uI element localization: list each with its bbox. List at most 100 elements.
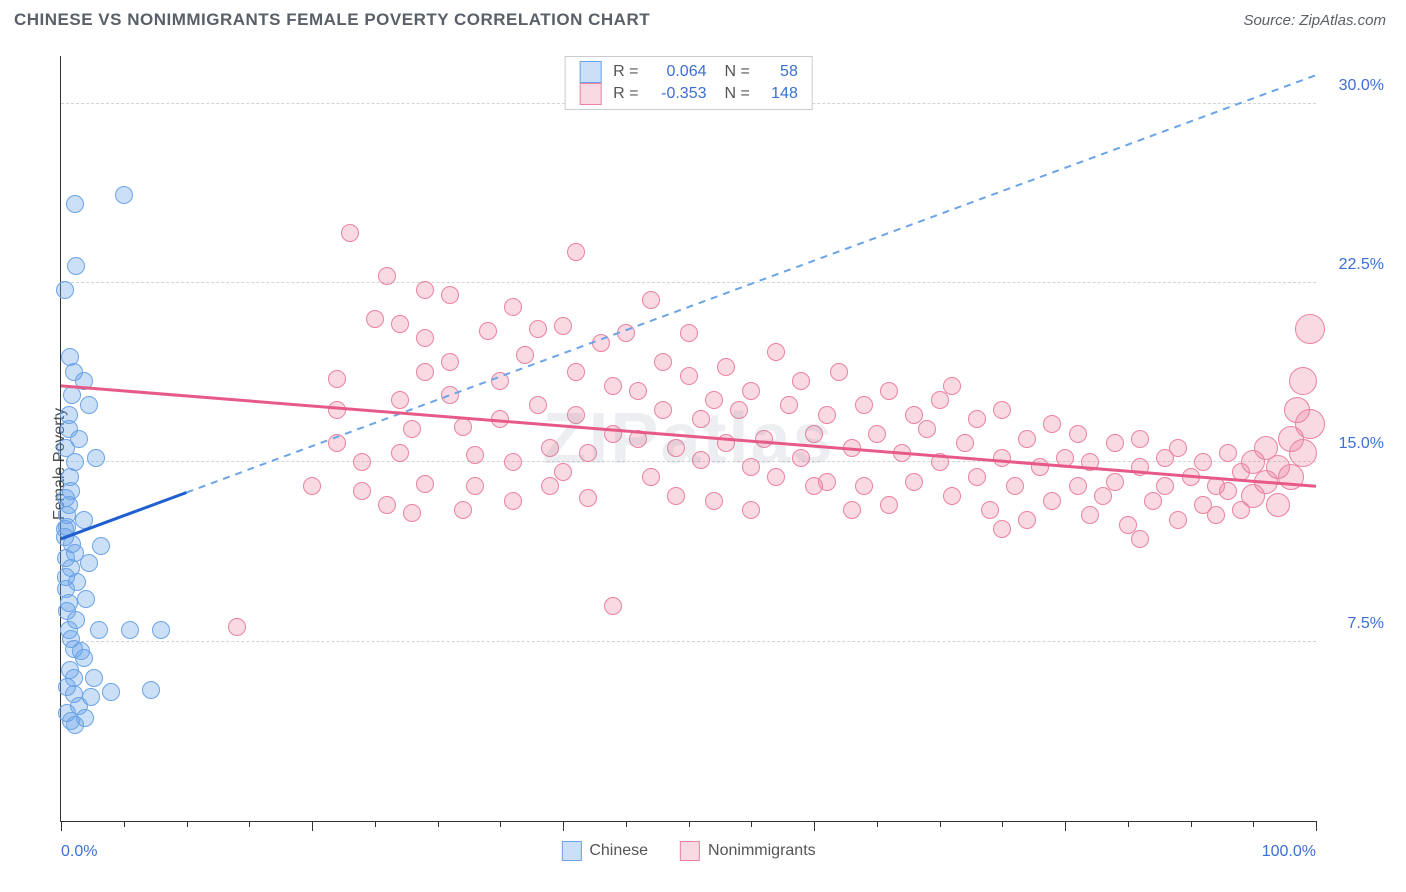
- x-tick-minor: [375, 821, 376, 827]
- data-point-nonimmigrants: [1106, 434, 1124, 452]
- data-point-nonimmigrants: [667, 439, 685, 457]
- data-point-nonimmigrants: [742, 458, 760, 476]
- data-point-nonimmigrants: [780, 396, 798, 414]
- y-tick-label: 22.5%: [1324, 256, 1384, 274]
- legend-item-nonimmigrants: Nonimmigrants: [680, 841, 816, 861]
- data-point-nonimmigrants: [629, 430, 647, 448]
- data-point-nonimmigrants: [391, 315, 409, 333]
- data-point-nonimmigrants: [1031, 458, 1049, 476]
- data-point-chinese: [56, 281, 74, 299]
- data-point-nonimmigrants: [1289, 439, 1317, 467]
- data-point-nonimmigrants: [1144, 492, 1162, 510]
- data-point-nonimmigrants: [843, 439, 861, 457]
- data-point-chinese: [57, 489, 75, 507]
- legend-label-chinese: Chinese: [589, 842, 648, 860]
- data-point-nonimmigrants: [1043, 415, 1061, 433]
- data-point-nonimmigrants: [943, 377, 961, 395]
- x-tick-minor: [249, 821, 250, 827]
- n-label: N =: [725, 63, 750, 81]
- data-point-nonimmigrants: [654, 353, 672, 371]
- data-point-nonimmigrants: [1219, 444, 1237, 462]
- data-point-chinese: [65, 669, 83, 687]
- data-point-chinese: [66, 453, 84, 471]
- data-point-nonimmigrants: [993, 520, 1011, 538]
- x-tick-minor: [626, 821, 627, 827]
- data-point-nonimmigrants: [1018, 511, 1036, 529]
- data-point-nonimmigrants: [303, 477, 321, 495]
- x-tick-minor: [940, 821, 941, 827]
- data-point-nonimmigrants: [905, 473, 923, 491]
- data-point-nonimmigrants: [855, 396, 873, 414]
- data-point-nonimmigrants: [1081, 453, 1099, 471]
- data-point-chinese: [58, 704, 76, 722]
- data-point-nonimmigrants: [931, 453, 949, 471]
- data-point-nonimmigrants: [466, 477, 484, 495]
- data-point-nonimmigrants: [993, 449, 1011, 467]
- data-point-nonimmigrants: [993, 401, 1011, 419]
- chart-title: CHINESE VS NONIMMIGRANTS FEMALE POVERTY …: [14, 10, 650, 30]
- x-tick-minor: [1191, 821, 1192, 827]
- x-tick: [312, 821, 313, 831]
- data-point-nonimmigrants: [491, 372, 509, 390]
- data-point-nonimmigrants: [604, 377, 622, 395]
- data-point-nonimmigrants: [416, 475, 434, 493]
- data-point-chinese: [85, 669, 103, 687]
- data-point-nonimmigrants: [705, 492, 723, 510]
- data-point-nonimmigrants: [1069, 477, 1087, 495]
- data-point-nonimmigrants: [742, 382, 760, 400]
- data-point-nonimmigrants: [680, 324, 698, 342]
- data-point-nonimmigrants: [1289, 367, 1317, 395]
- data-point-nonimmigrants: [680, 367, 698, 385]
- data-point-nonimmigrants: [554, 317, 572, 335]
- series-legend: Chinese Nonimmigrants: [561, 841, 815, 861]
- data-point-nonimmigrants: [918, 420, 936, 438]
- data-point-nonimmigrants: [328, 370, 346, 388]
- data-point-nonimmigrants: [1278, 464, 1304, 490]
- legend-label-nonimmigrants: Nonimmigrants: [708, 842, 816, 860]
- data-point-nonimmigrants: [1182, 468, 1200, 486]
- data-point-nonimmigrants: [956, 434, 974, 452]
- data-point-nonimmigrants: [868, 425, 886, 443]
- data-point-chinese: [142, 681, 160, 699]
- data-point-chinese: [115, 186, 133, 204]
- data-point-nonimmigrants: [554, 463, 572, 481]
- y-tick-label: 7.5%: [1324, 615, 1384, 633]
- data-point-nonimmigrants: [1169, 439, 1187, 457]
- data-point-nonimmigrants: [454, 418, 472, 436]
- legend-row-chinese: R = 0.064 N = 58: [579, 61, 798, 83]
- n-value-nonimmigrants: 148: [758, 85, 798, 103]
- data-point-chinese: [63, 386, 81, 404]
- data-point-nonimmigrants: [579, 489, 597, 507]
- data-point-nonimmigrants: [805, 477, 823, 495]
- data-point-nonimmigrants: [604, 597, 622, 615]
- data-point-nonimmigrants: [792, 372, 810, 390]
- data-point-chinese: [75, 511, 93, 529]
- data-point-chinese: [80, 554, 98, 572]
- data-point-nonimmigrants: [441, 386, 459, 404]
- data-point-nonimmigrants: [378, 496, 396, 514]
- x-tick: [563, 821, 564, 831]
- data-point-nonimmigrants: [818, 406, 836, 424]
- data-point-nonimmigrants: [1069, 425, 1087, 443]
- data-point-nonimmigrants: [454, 501, 472, 519]
- data-point-nonimmigrants: [466, 446, 484, 464]
- data-point-nonimmigrants: [805, 425, 823, 443]
- data-point-nonimmigrants: [730, 401, 748, 419]
- data-point-nonimmigrants: [642, 291, 660, 309]
- y-tick-label: 15.0%: [1324, 435, 1384, 453]
- x-tick-minor: [877, 821, 878, 827]
- swatch-nonimmigrants: [579, 83, 601, 105]
- data-point-nonimmigrants: [931, 391, 949, 409]
- chart-area: Female Poverty ZIPatlas R = 0.064 N = 58…: [10, 46, 1396, 882]
- data-point-nonimmigrants: [541, 439, 559, 457]
- data-point-chinese: [60, 420, 78, 438]
- x-tick: [1065, 821, 1066, 831]
- x-tick-minor: [1253, 821, 1254, 827]
- data-point-nonimmigrants: [1018, 430, 1036, 448]
- data-point-chinese: [102, 683, 120, 701]
- data-point-nonimmigrants: [617, 324, 635, 342]
- data-point-nonimmigrants: [529, 396, 547, 414]
- data-point-nonimmigrants: [705, 391, 723, 409]
- data-point-nonimmigrants: [843, 501, 861, 519]
- data-point-nonimmigrants: [1131, 430, 1149, 448]
